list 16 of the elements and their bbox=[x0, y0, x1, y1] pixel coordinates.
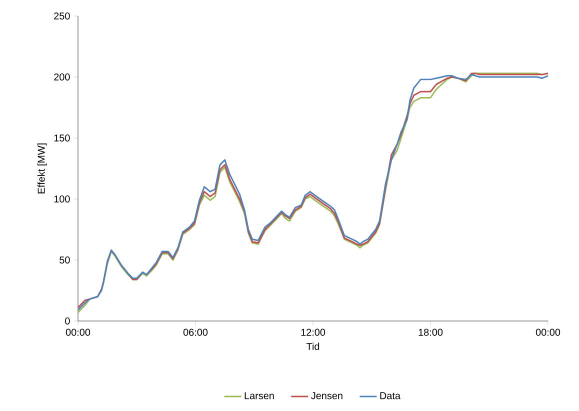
y-tick-label: 200 bbox=[54, 73, 70, 81]
legend-label: Larsen bbox=[244, 392, 274, 400]
y-axis-title: Effekt [MW] bbox=[37, 144, 47, 194]
y-tick-label: 50 bbox=[60, 256, 70, 264]
legend-label: Data bbox=[380, 392, 401, 400]
x-tick-label: 12:00 bbox=[301, 328, 326, 336]
y-tick-label: 100 bbox=[54, 195, 70, 203]
y-tick-label: 250 bbox=[54, 12, 70, 20]
y-tick-label: 150 bbox=[54, 134, 70, 142]
x-tick-label: 06:00 bbox=[183, 328, 208, 336]
x-axis-title: Tid bbox=[306, 342, 320, 350]
x-tick-label: 00:00 bbox=[536, 328, 560, 336]
x-tick-label: 18:00 bbox=[418, 328, 443, 336]
legend-label: Jensen bbox=[311, 392, 342, 400]
y-tick-label: 0 bbox=[65, 317, 70, 325]
x-tick-label: 00:00 bbox=[66, 328, 90, 336]
